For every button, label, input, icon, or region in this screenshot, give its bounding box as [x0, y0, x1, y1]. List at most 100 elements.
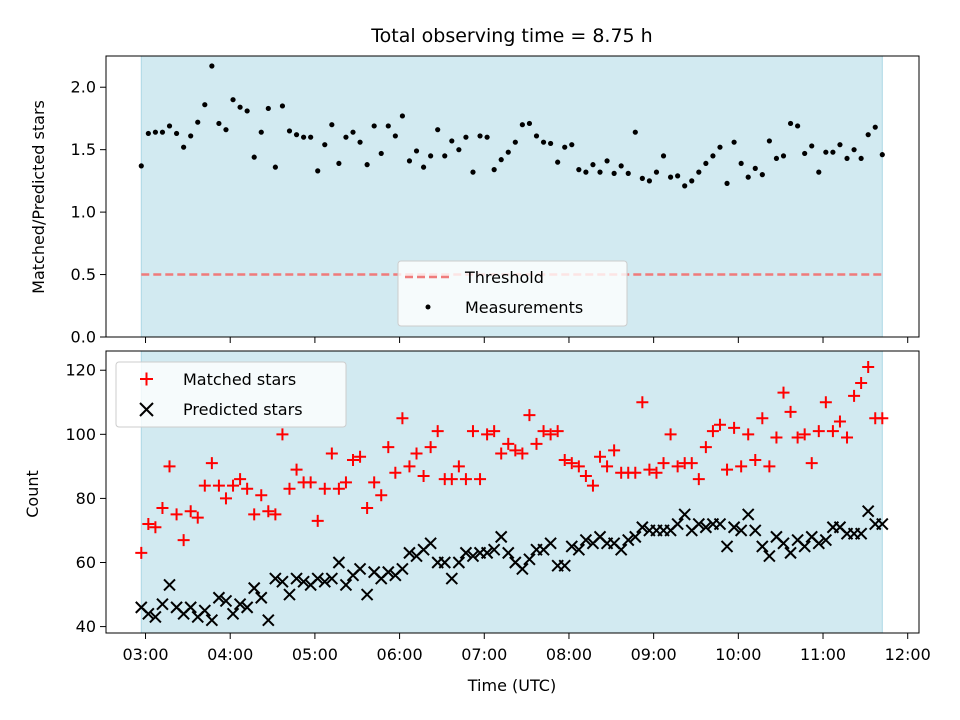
count-y-tick-label: 40: [76, 617, 96, 636]
predicted-stars-point: [699, 521, 713, 534]
predicted-stars-point: [332, 556, 346, 569]
predicted-stars-point: [727, 521, 741, 534]
predicted-stars-point: [233, 597, 247, 611]
matched-stars-point: [332, 482, 345, 495]
predicted-stars-point: [480, 546, 494, 560]
matched-stars-point: [721, 463, 734, 476]
matched-stars-point: [347, 453, 360, 466]
matched-stars-point: [170, 508, 183, 521]
predicted-stars-point: [854, 527, 868, 540]
measurement-point: [188, 133, 194, 139]
matched-stars-point: [509, 444, 522, 457]
matched-stars-point: [841, 431, 854, 444]
measurement-point: [872, 124, 878, 130]
predicted-stars-point: [452, 556, 466, 569]
ratio-y-tick-label: 2.0: [71, 78, 96, 97]
measurement-point: [780, 153, 787, 159]
measurement-point: [879, 152, 885, 158]
measurement-point: [562, 144, 568, 150]
measurements-legend-label: Measurements: [465, 298, 583, 317]
measurement-point: [159, 129, 166, 135]
predicted-stars-point: [614, 543, 628, 556]
ratio-legend: Threshold Measurements: [397, 260, 628, 327]
measurement-point: [463, 134, 469, 140]
matched-stars-point: [770, 431, 783, 444]
matched-stars-point: [234, 473, 247, 486]
measurement-point: [364, 162, 370, 168]
measurement-point: [392, 133, 398, 139]
predicted-stars-point: [763, 549, 776, 563]
predicted-stars-point: [544, 537, 557, 550]
predicted-stars-points: [135, 505, 889, 627]
ratio-y-tick-label: 1.5: [71, 140, 96, 159]
measurement-point: [724, 180, 730, 186]
predicted-stars-point: [184, 601, 197, 614]
measurement-point: [357, 139, 363, 145]
threshold-legend-label: Threshold: [464, 268, 544, 287]
measurement-point: [329, 122, 335, 128]
matched-stars-point: [791, 431, 804, 444]
measurement-point: [823, 149, 829, 155]
measurement-point: [597, 169, 603, 175]
measurement-point: [336, 160, 342, 167]
matched-stars-point: [876, 412, 889, 425]
predicted-stars-point: [812, 537, 825, 550]
predicted-stars-point: [247, 581, 261, 595]
measurement-point: [428, 153, 434, 159]
matched-stars-point: [862, 361, 875, 374]
matched-stars-point: [290, 463, 303, 476]
matched-stars-point: [685, 457, 698, 470]
matched-stars-point: [495, 447, 508, 460]
measurement-point: [519, 122, 525, 128]
predicted-stars-point: [798, 540, 811, 553]
matched-stars-point: [586, 479, 599, 492]
ratio-y-ticks: 0.0 0.5 1.0 1.5 2.0: [71, 78, 106, 347]
matched-stars-point: [530, 437, 543, 450]
matched-stars-point: [269, 508, 282, 521]
matched-stars-point: [657, 457, 670, 470]
matched-stars-point: [742, 428, 755, 441]
measurement-point: [152, 129, 159, 135]
measurement-point: [265, 105, 271, 112]
ratio-y-tick-label: 0.5: [71, 265, 96, 284]
ratio-panel: Total observing time = 8.75 h Matched/Pr…: [29, 25, 920, 347]
measurement-point: [378, 150, 384, 157]
predicted-stars-point: [445, 572, 459, 585]
matched-stars-point: [389, 466, 402, 479]
measurement-point: [837, 142, 843, 148]
predicted-stars-point: [360, 588, 374, 601]
matched-legend-label: Matched stars: [183, 370, 296, 389]
measurement-point: [195, 119, 201, 125]
chart-title: Total observing time = 8.75 h: [370, 25, 652, 47]
matched-stars-point: [318, 482, 331, 495]
matched-stars-point: [198, 479, 211, 492]
predicted-stars-point: [276, 575, 289, 588]
measurement-point: [420, 164, 427, 170]
measurement-point: [258, 129, 264, 135]
matched-stars-point: [396, 412, 409, 425]
count-axes-frame: [105, 350, 920, 634]
measurement-point: [484, 134, 490, 140]
matched-stars-point: [749, 453, 762, 466]
time-x-tick-label: 03:00: [122, 645, 168, 664]
measurement-point: [675, 173, 681, 179]
measurement-point: [350, 129, 356, 135]
measurement-point: [576, 167, 582, 173]
matched-stars-point: [608, 444, 621, 457]
predicted-stars-point: [382, 565, 395, 579]
measurement-point: [399, 113, 406, 119]
matched-stars-point: [184, 505, 197, 518]
predicted-stars-point: [876, 517, 889, 531]
matched-stars-point: [156, 502, 169, 515]
ratio-y-tick-label: 1.0: [71, 203, 96, 222]
predicted-stars-point: [353, 562, 367, 576]
count-y-tick-label: 120: [65, 361, 96, 380]
predicted-stars-point: [572, 543, 586, 556]
measurement-point: [738, 160, 744, 167]
matched-stars-point: [283, 482, 296, 495]
measurement-point: [759, 172, 765, 178]
measurement-point: [717, 144, 723, 150]
measurement-point: [590, 162, 596, 168]
count-y-axis-label: Count: [23, 470, 42, 518]
measurement-point: [646, 178, 653, 184]
